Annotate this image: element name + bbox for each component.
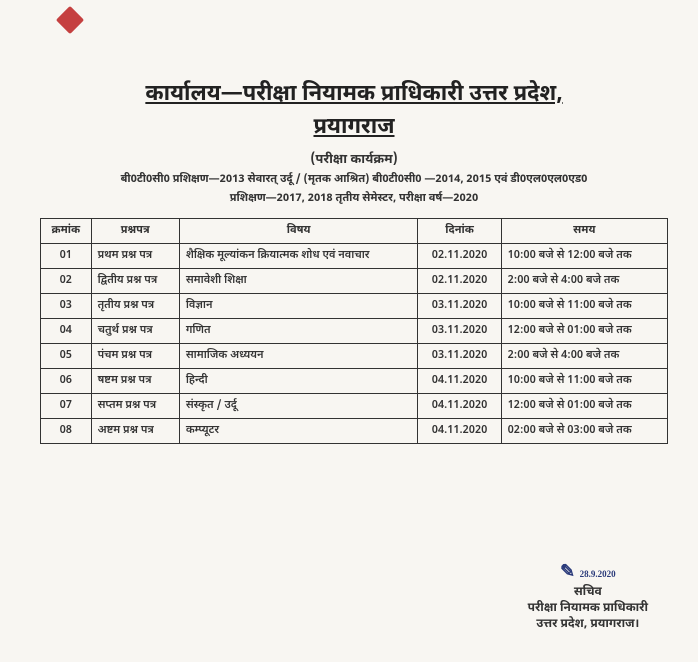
signature-scribble-icon: ✎ 28.9.2020 <box>528 561 648 582</box>
table-row: 02 द्वितीय प्रश्न पत्र समावेशी शिक्षा 02… <box>41 268 668 293</box>
col-date: दिनांक <box>418 218 501 243</box>
cell-sn: 03 <box>41 293 92 318</box>
cell-subject: गणित <box>179 318 418 343</box>
cell-sn: 01 <box>41 243 92 268</box>
table-row: 01 प्रथम प्रश्न पत्र शैक्षिक मूल्यांकन क… <box>41 243 668 268</box>
table-header-row: क्रमांक प्रश्नपत्र विषय दिनांक समय <box>41 218 668 243</box>
exam-schedule-table: क्रमांक प्रश्नपत्र विषय दिनांक समय 01 प्… <box>40 218 668 444</box>
cell-date: 03.11.2020 <box>418 343 501 368</box>
table-row: 07 सप्तम प्रश्न पत्र संस्कृत / उर्दू 04.… <box>41 393 668 418</box>
table-row: 03 तृतीय प्रश्न पत्र विज्ञान 03.11.2020 … <box>41 293 668 318</box>
cell-sn: 07 <box>41 393 92 418</box>
corner-fold-icon <box>56 6 84 34</box>
table-row: 05 पंचम प्रश्न पत्र सामाजिक अध्ययन 03.11… <box>41 343 668 368</box>
cell-sn: 06 <box>41 368 92 393</box>
cell-paper: तृतीय प्रश्न पत्र <box>91 293 179 318</box>
cell-subject: शैक्षिक मूल्यांकन क्रियात्मक शोध एवं नवा… <box>179 243 418 268</box>
signature-line3: उत्तर प्रदेश, प्रयागराज। <box>528 616 648 632</box>
cell-date: 03.11.2020 <box>418 318 501 343</box>
table-body: 01 प्रथम प्रश्न पत्र शैक्षिक मूल्यांकन क… <box>41 243 668 443</box>
cell-time: 02:00 बजे से 03:00 बजे तक <box>501 418 667 443</box>
cell-paper: द्वितीय प्रश्न पत्र <box>91 268 179 293</box>
signature-line2: परीक्षा नियामक प्राधिकारी <box>528 600 648 616</box>
cell-subject: विज्ञान <box>179 293 418 318</box>
cell-paper: अष्टम प्रश्न पत्र <box>91 418 179 443</box>
cell-sn: 02 <box>41 268 92 293</box>
cell-date: 03.11.2020 <box>418 293 501 318</box>
cell-subject: कम्प्यूटर <box>179 418 418 443</box>
cell-date: 04.11.2020 <box>418 418 501 443</box>
cell-paper: सप्तम प्रश्न पत्र <box>91 393 179 418</box>
table-row: 06 षष्टम प्रश्न पत्र हिन्दी 04.11.2020 1… <box>41 368 668 393</box>
signature-date: 28.9.2020 <box>580 569 616 579</box>
scribble-mark: ✎ <box>560 561 575 581</box>
cell-subject: संस्कृत / उर्दू <box>179 393 418 418</box>
cell-sn: 05 <box>41 343 92 368</box>
signature-block: ✎ 28.9.2020 सचिव परीक्षा नियामक प्राधिका… <box>528 561 648 632</box>
cell-sn: 08 <box>41 418 92 443</box>
cell-date: 04.11.2020 <box>418 393 501 418</box>
cell-time: 10:00 बजे से 11:00 बजे तक <box>501 293 667 318</box>
cell-paper: चतुर्थ प्रश्न पत्र <box>91 318 179 343</box>
details-line2: प्रशिक्षण—2017, 2018 तृतीय सेमेस्टर, परी… <box>40 192 668 207</box>
signature-line1: सचिव <box>528 584 648 600</box>
cell-date: 04.11.2020 <box>418 368 501 393</box>
cell-subject: सामाजिक अध्ययन <box>179 343 418 368</box>
col-sn: क्रमांक <box>41 218 92 243</box>
cell-time: 10:00 बजे से 11:00 बजे तक <box>501 368 667 393</box>
cell-time: 2:00 बजे से 4:00 बजे तक <box>501 343 667 368</box>
cell-time: 2:00 बजे से 4:00 बजे तक <box>501 268 667 293</box>
cell-subject: समावेशी शिक्षा <box>179 268 418 293</box>
cell-subject: हिन्दी <box>179 368 418 393</box>
cell-paper: षष्टम प्रश्न पत्र <box>91 368 179 393</box>
details-line1: बी0टी0सी0 प्रशिक्षण—2013 सेवारत् उर्दू /… <box>40 173 668 188</box>
cell-time: 10:00 बजे से 12:00 बजे तक <box>501 243 667 268</box>
col-paper: प्रश्नपत्र <box>91 218 179 243</box>
cell-date: 02.11.2020 <box>418 243 501 268</box>
col-subject: विषय <box>179 218 418 243</box>
document-page: कार्यालय—परीक्षा नियामक प्राधिकारी उत्तर… <box>0 0 698 662</box>
cell-paper: प्रथम प्रश्न पत्र <box>91 243 179 268</box>
cell-time: 12:00 बजे से 01:00 बजे तक <box>501 393 667 418</box>
cell-date: 02.11.2020 <box>418 268 501 293</box>
title-line1: कार्यालय—परीक्षा नियामक प्राधिकारी उत्तर… <box>40 80 668 109</box>
table-row: 08 अष्टम प्रश्न पत्र कम्प्यूटर 04.11.202… <box>41 418 668 443</box>
col-time: समय <box>501 218 667 243</box>
cell-paper: पंचम प्रश्न पत्र <box>91 343 179 368</box>
title-line2: प्रयागराज <box>40 113 668 142</box>
cell-sn: 04 <box>41 318 92 343</box>
table-row: 04 चतुर्थ प्रश्न पत्र गणित 03.11.2020 12… <box>41 318 668 343</box>
cell-time: 12:00 बजे से 01:00 बजे तक <box>501 318 667 343</box>
subtitle: (परीक्षा कार्यक्रम) <box>40 152 668 169</box>
header-block: कार्यालय—परीक्षा नियामक प्राधिकारी उत्तर… <box>40 80 668 208</box>
